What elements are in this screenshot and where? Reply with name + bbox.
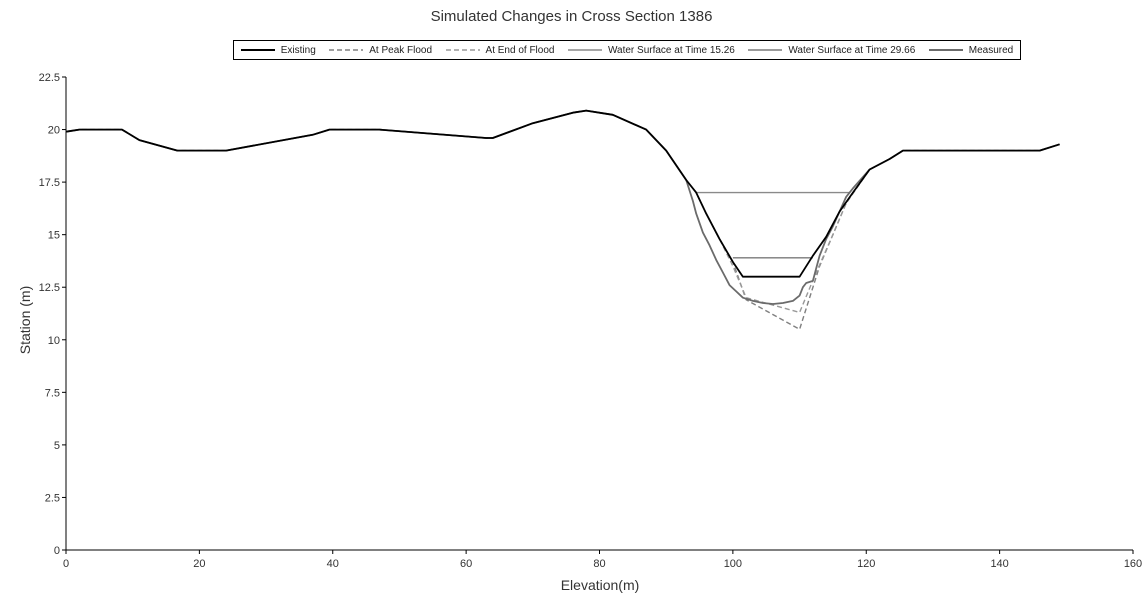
chart-title: Simulated Changes in Cross Section 1386 [430,8,713,25]
legend-swatch-water-surface-1 [567,49,602,51]
legend-label-end-of-flood: At End of Flood [485,44,555,56]
legend-item-measured: Measured [928,44,1014,56]
y-tick-label: 20 [48,125,60,137]
legend-swatch-peak-flood [329,49,364,51]
y-tick-label: 7.5 [45,387,60,399]
legend-item-peak-flood: At Peak Flood [329,45,432,56]
legend-label-existing: Existing [280,44,316,56]
x-tick-label: 0 [63,558,69,570]
x-tick-label: 140 [990,558,1008,570]
legend-item-existing: Existing [240,44,316,56]
series-line-at-end-of-flood [65,109,1060,314]
legend-label-water-surface-2: Water Surface at Time 29.66 [788,44,916,56]
y-tick-label: 12.5 [39,282,60,294]
y-tick-label: 2.5 [45,492,60,504]
x-tick-label: 60 [460,558,472,570]
legend-label-water-surface-1: Water Surface at Time 15.26 [607,44,735,56]
legend-item-end-of-flood: At End of Flood [445,44,555,56]
y-tick-label: 10 [48,335,60,347]
y-tick-label: 5 [54,440,60,452]
x-tick-label: 80 [593,558,605,570]
x-tick-label: 40 [327,558,339,570]
x-tick-label: 120 [857,558,875,570]
series-line-existing [65,109,1060,278]
legend-swatch-existing [240,49,275,51]
x-tick-label: 100 [724,558,742,570]
x-axis-label: Elevation(m) [560,577,640,593]
legend-item-water-surface-1: Water Surface at Time 15.26 [567,44,735,56]
legend-label-measured: Measured [968,44,1014,56]
legend-swatch-end-of-flood [445,49,480,51]
y-axis-label: Station (m) [17,285,34,355]
x-tick-label: 160 [1124,558,1142,570]
legend-label-peak-flood: At Peak Flood [369,44,433,56]
chart-series-group [65,109,1060,330]
y-tick-label: 17.5 [39,177,60,189]
y-tick-label: 15 [48,230,60,242]
series-line-measured [65,109,1060,305]
x-tick-label: 20 [193,558,205,570]
chart-axes: 0 20 40 60 80 100 120 140 160 0 2.5 5 7.5 10 12.5 15 17.… [39,72,1143,570]
y-tick-label: 22.5 [39,72,60,84]
legend-item-water-surface-2: Water Surface at Time 29.66 [748,45,915,56]
chart-legend: Existing At Peak Flood At End of Flood W… [233,40,1021,60]
series-line-at-peak-flood [65,109,1060,330]
legend-swatch-measured [928,49,963,51]
legend-swatch-water-surface-2 [748,49,783,51]
y-tick-label: 0 [54,545,60,557]
